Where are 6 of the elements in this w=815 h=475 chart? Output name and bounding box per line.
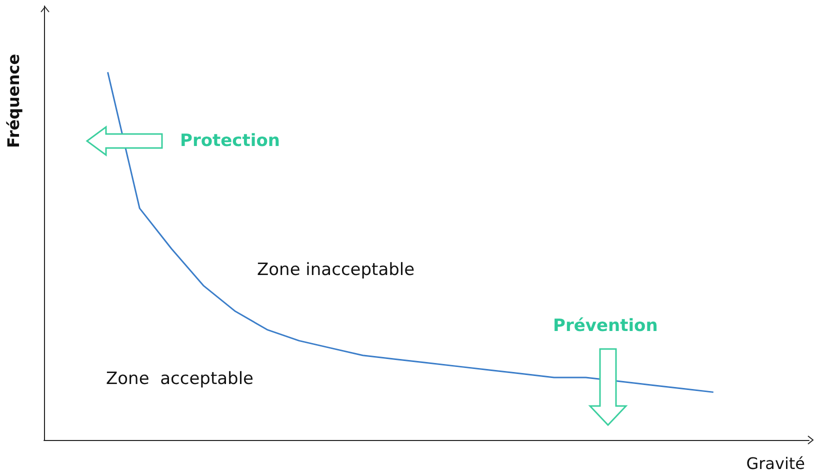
- annotation: Zone inacceptable: [257, 260, 415, 280]
- x-axis-title: Gravité: [746, 454, 805, 473]
- annotation: Zone acceptable: [106, 369, 254, 389]
- annotation: Prévention: [553, 316, 658, 336]
- annotation: Protection: [180, 131, 280, 151]
- y-axis-title: Fréquence: [4, 54, 23, 148]
